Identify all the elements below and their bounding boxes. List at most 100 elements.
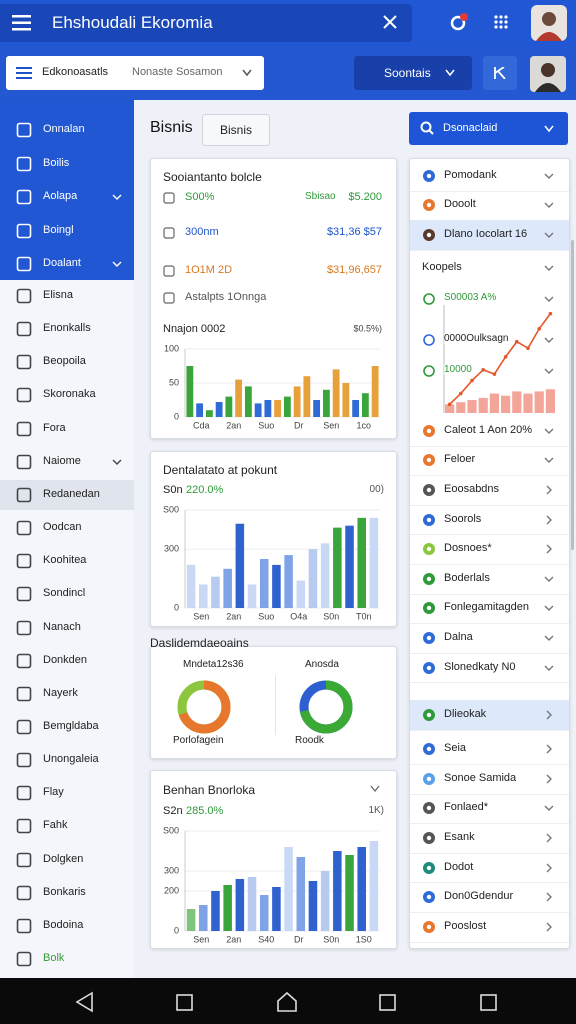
list-item[interactable]: Dalna [410, 623, 569, 654]
home-button[interactable] [277, 991, 297, 1012]
chevron[interactable] [544, 335, 554, 345]
list-item[interactable]: Eoosabdns [410, 475, 569, 506]
nav-button[interactable] [379, 994, 396, 1011]
chevron[interactable] [544, 710, 554, 720]
list-item[interactable]: Seia [410, 734, 569, 765]
icon-shape [16, 852, 32, 867]
sidebar-item[interactable]: Redanedan [0, 479, 134, 510]
close-button[interactable] [383, 15, 397, 29]
list-item[interactable]: Esank [410, 823, 569, 854]
chevron[interactable] [544, 294, 554, 304]
chevron[interactable] [544, 426, 554, 436]
list-item[interactable]: Fonlegamitagden [410, 594, 569, 625]
list-item[interactable]: Fonlaed* [410, 794, 569, 825]
chevron[interactable] [544, 200, 554, 210]
chevron[interactable] [544, 485, 554, 495]
list-item[interactable]: Dooolt [410, 191, 569, 222]
sidebar-item[interactable]: Boilis [0, 149, 134, 179]
sidebar-item[interactable]: Bodoina [0, 911, 134, 941]
sidebar-item[interactable]: Boingl [0, 216, 134, 246]
list-item[interactable]: Soorols [410, 505, 569, 536]
icon-shape [16, 719, 32, 735]
chevron[interactable] [112, 192, 122, 202]
bar [333, 527, 342, 608]
list-item[interactable]: Slonedkaty N0 [410, 653, 569, 684]
sidebar-item[interactable]: Koohitea [0, 546, 134, 576]
x-tick-label: 2an [226, 934, 241, 944]
chevron[interactable] [544, 574, 554, 584]
sidebar-item[interactable]: Bonkaris [0, 878, 134, 908]
sidebar-item[interactable]: Donkden [0, 646, 134, 676]
item-label: Enonkalls [43, 322, 91, 335]
sidebar-item[interactable]: Elisna [0, 281, 134, 311]
sidebar-item[interactable]: Bemgldaba [0, 712, 134, 742]
filter-button[interactable] [483, 56, 517, 90]
list-item[interactable]: Dosnoes* [410, 534, 569, 565]
sidebar-item[interactable]: Onnalan [0, 115, 134, 145]
list-item[interactable]: Sonoe Samida [410, 764, 569, 795]
chevron[interactable] [544, 515, 554, 525]
list-item[interactable]: Pomodank [410, 161, 569, 192]
chevron[interactable] [544, 922, 554, 932]
chevron[interactable] [544, 633, 554, 643]
sidebar-item[interactable]: Enonkalls [0, 314, 134, 344]
sidebar-item[interactable]: Bolk [0, 944, 134, 974]
sidebar-item[interactable]: Nanach [0, 613, 134, 643]
sidebar-item[interactable]: Dolgken [0, 845, 134, 875]
sidebar-item[interactable]: Fora [0, 414, 134, 444]
apps-button[interactable] [494, 15, 508, 29]
sidebar-item[interactable]: Oodcan [0, 513, 134, 543]
nav-button[interactable] [176, 994, 193, 1011]
chevron[interactable] [544, 744, 554, 754]
icon-dot [426, 203, 432, 208]
list-item[interactable]: Dlieokak [410, 700, 569, 732]
sidebar-item[interactable]: Skoronaka [0, 380, 134, 410]
chevron[interactable] [544, 171, 554, 181]
list-item[interactable]: Caleot 1 Aon 20% [410, 416, 569, 447]
chevron[interactable] [112, 259, 122, 269]
sidebar-item[interactable]: Fahk [0, 811, 134, 841]
avatar[interactable] [530, 56, 566, 92]
primary-button[interactable]: Soontais [354, 56, 472, 90]
notification-button[interactable] [449, 12, 469, 32]
sidebar-item[interactable]: Aolapa [0, 182, 134, 212]
sidebar-item[interactable]: Nayerk [0, 679, 134, 709]
recent-button[interactable] [480, 994, 497, 1011]
sidebar-item[interactable]: Naiome [0, 447, 134, 477]
chevron[interactable] [544, 544, 554, 554]
icon-shape [423, 365, 435, 377]
chevron[interactable] [544, 230, 554, 240]
search-box[interactable]: Edkonoasatls Nonaste Sosamon [6, 56, 264, 90]
line-chart [443, 305, 555, 413]
sidebar-item[interactable]: Flay [0, 778, 134, 808]
sidebar-item[interactable]: Beopoila [0, 347, 134, 377]
item-icon [16, 189, 32, 205]
list-item[interactable]: Feloer [410, 446, 569, 477]
chevron[interactable] [112, 457, 122, 467]
avatar[interactable] [531, 5, 567, 41]
chevron[interactable] [544, 663, 554, 673]
list-item[interactable]: Boderlals [410, 564, 569, 595]
list-item[interactable]: Dlano Iocolart 16 [410, 220, 569, 251]
right-dropdown[interactable]: Dsonaclaid [409, 112, 568, 145]
chevron[interactable] [544, 603, 554, 613]
chevron[interactable] [544, 833, 554, 843]
sidebar-item[interactable]: Doalant [0, 249, 134, 279]
list-item[interactable]: Dodot [410, 853, 569, 884]
chevron[interactable] [544, 455, 554, 465]
chevron[interactable] [544, 774, 554, 784]
chevron[interactable] [544, 263, 554, 273]
chevron[interactable] [544, 366, 554, 376]
chevron[interactable] [544, 863, 554, 873]
chevron[interactable] [544, 892, 554, 902]
heading-button[interactable]: Bisnis [202, 114, 270, 146]
bar [259, 895, 269, 931]
menu-button[interactable] [12, 14, 32, 32]
list-item[interactable]: Don0Gdendur [410, 882, 569, 913]
chevron[interactable] [544, 803, 554, 813]
list-item[interactable]: Pooslost [410, 912, 569, 943]
back-button[interactable] [75, 991, 93, 1013]
chevron[interactable] [370, 785, 380, 793]
sidebar-item[interactable]: Unongaleia [0, 745, 134, 775]
sidebar-item[interactable]: Sondincl [0, 579, 134, 609]
